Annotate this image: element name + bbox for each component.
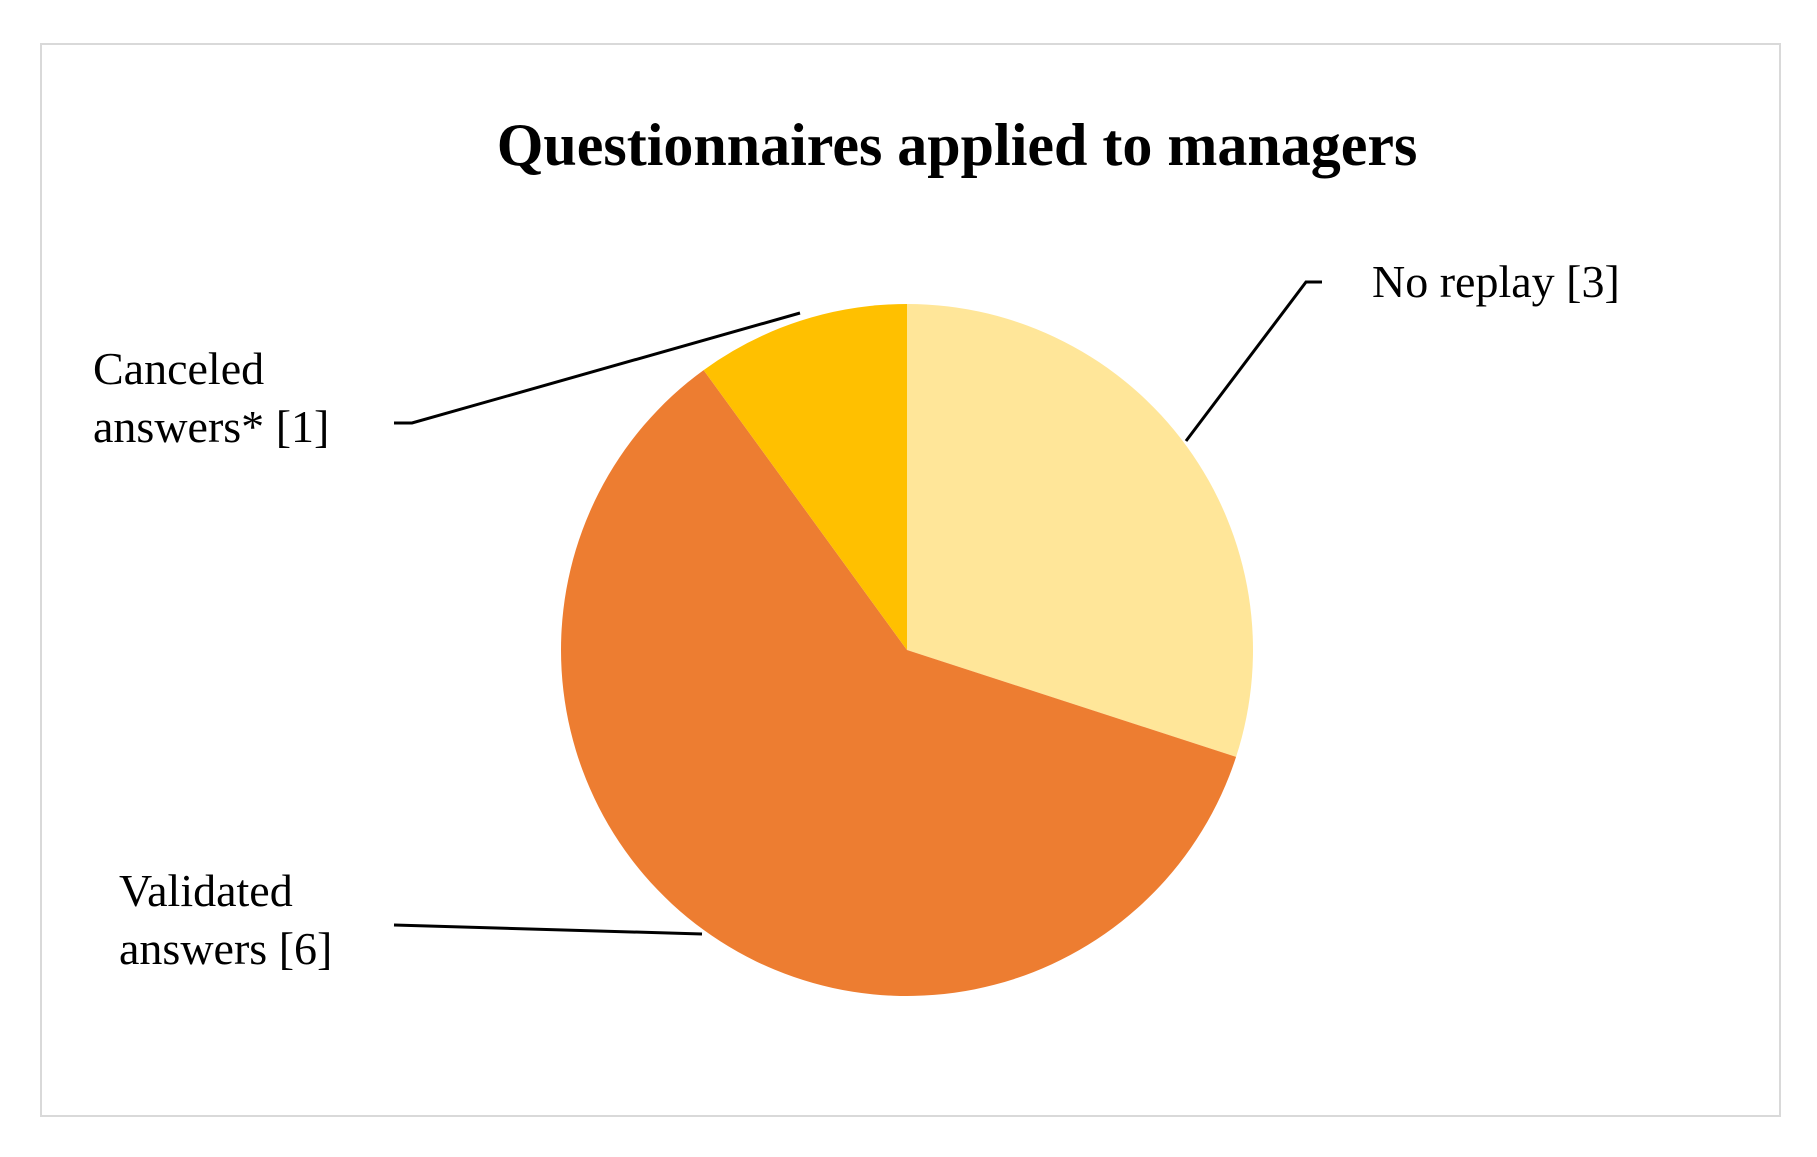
leader-line	[394, 311, 801, 425]
leader-line	[393, 923, 703, 936]
value-label: [3]	[1566, 256, 1620, 307]
data-label: No replay [3]	[1372, 253, 1620, 311]
pie-slice	[703, 304, 907, 650]
category-label: Canceled answers*	[93, 343, 265, 452]
leader-line	[1184, 280, 1322, 442]
value-label: [6]	[278, 923, 333, 974]
category-label: Validated answers	[119, 865, 293, 974]
data-label: Canceled answers* [1]	[93, 340, 383, 456]
value-label: [1]	[275, 401, 330, 452]
chart-title: Questionnaires applied to managers	[497, 112, 1418, 178]
pie-slice	[907, 304, 1253, 757]
category-label: No replay	[1372, 256, 1555, 307]
pie-slice	[561, 370, 1237, 997]
data-label: Validated answers [6]	[119, 862, 379, 978]
